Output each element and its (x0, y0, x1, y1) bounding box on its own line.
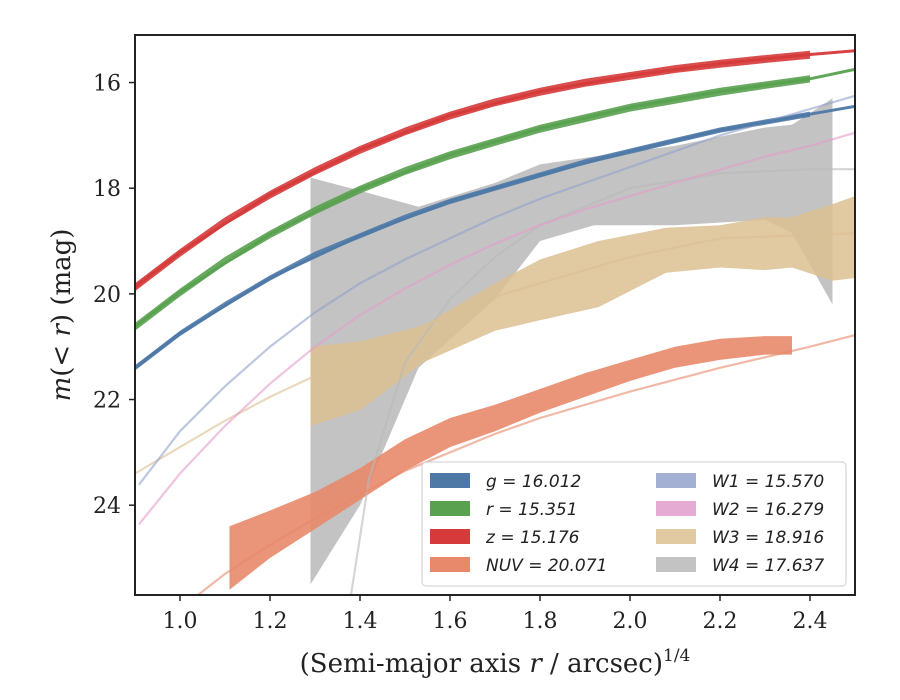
legend-swatch-r (430, 501, 470, 516)
legend-label-g: g = 16.012 (486, 472, 581, 492)
legend-swatch-g (430, 473, 470, 488)
series-layer (135, 49, 855, 595)
curve-w4 (349, 168, 855, 595)
curve-r (135, 67, 855, 329)
x-axis-title: (Semi-major axis r / arcsec)1/4 (300, 646, 691, 679)
legend-swatch-w4 (656, 557, 696, 572)
plot-frame (134, 34, 856, 596)
y-tick-label: 16 (93, 72, 121, 97)
y-tick-label: 22 (93, 389, 121, 414)
curve-w2 (138, 131, 855, 525)
legend-label-w1: W1 = 15.570 (712, 472, 824, 492)
x-tick-label: 2.4 (793, 609, 828, 634)
curve-z (135, 49, 855, 289)
y-tick-label: 18 (93, 177, 121, 202)
legend-swatch-nuv (430, 557, 470, 572)
legend-label-r: r = 15.351 (486, 500, 578, 520)
y-tick-label: 20 (93, 283, 121, 308)
legend-label-w2: W2 = 16.279 (712, 500, 824, 520)
band-w4 (310, 98, 833, 585)
curve-nuv (196, 334, 855, 595)
legend-frame (421, 461, 847, 587)
x-tick-label: 2.2 (703, 609, 738, 634)
legend-label-nuv: NUV = 20.071 (486, 556, 607, 576)
curve-w3 (135, 232, 855, 475)
y-axis-title: m(< r) (mag) (47, 229, 77, 402)
legend-label-w4: W4 = 17.637 (712, 556, 824, 576)
x-tick-label: 1.6 (433, 609, 468, 634)
x-tick-label: 1.0 (163, 609, 198, 634)
legend-swatch-w2 (656, 501, 696, 516)
legend-swatch-z (430, 529, 470, 544)
curve-w1 (138, 94, 855, 486)
legend-swatch-w3 (656, 529, 696, 544)
x-tick-label: 1.2 (253, 609, 288, 634)
x-tick-label: 2.0 (613, 609, 648, 634)
band-w3 (310, 196, 855, 426)
legend-label-w3: W3 = 18.916 (712, 528, 824, 548)
curve-g (135, 104, 855, 370)
axes-layer: 1.0 1.2 1.4 1.6 1.8 2.0 2.2 2.4 16 18 20 22 24 (93, 72, 828, 634)
legend-swatch-w1 (656, 473, 696, 488)
x-tick-label: 1.4 (343, 609, 378, 634)
legend-label-z: z = 15.176 (485, 528, 580, 548)
y-tick-label: 24 (93, 494, 121, 519)
x-tick-label: 1.8 (523, 609, 558, 634)
legend: g = 16.012 r = 15.351 z = 15.176 NUV = 20.0… (421, 461, 847, 587)
